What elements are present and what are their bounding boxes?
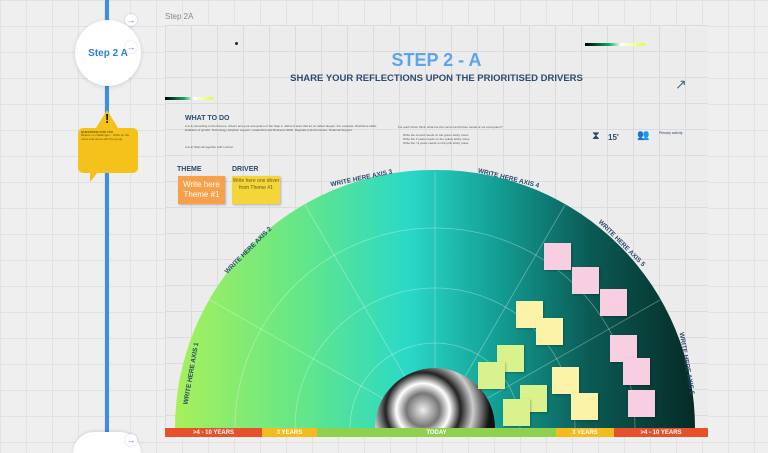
frame-label: Step 2A <box>165 12 194 21</box>
pink-sticky-note[interactable] <box>600 289 627 316</box>
timeline-segment-past-3: 3 YEARS <box>262 428 317 437</box>
step-node[interactable]: Step 2 A <box>75 20 141 86</box>
page-subtitle: SHARE YOUR REFLECTIONS UPON THE PRIORITI… <box>290 73 583 84</box>
arrow-icon[interactable]: → <box>125 41 137 53</box>
timeline-segment-past-far: >4 - 10 YEARS <box>165 428 262 437</box>
yellow-sticky-note[interactable] <box>571 393 598 420</box>
instructions-left-2: 2-A-2) Start all together with 1 driver. <box>185 145 234 149</box>
pink-sticky-note[interactable] <box>628 390 655 417</box>
next-step-node[interactable] <box>73 432 141 453</box>
arrow-icon[interactable]: → <box>125 434 137 446</box>
pink-sticky-note[interactable] <box>572 267 599 294</box>
green-sticky-note[interactable] <box>478 362 505 389</box>
warning-title: QUESTIONS FOR YOU <box>81 130 114 134</box>
instructions-left: 2-A-1) According to the themes, drivers … <box>185 124 377 132</box>
theme-sticky-note[interactable]: Write here Theme #1 <box>178 176 225 204</box>
driver-label: DRIVER <box>232 166 259 173</box>
arrow-icon[interactable]: → <box>125 14 137 26</box>
timeline-line <box>105 0 109 453</box>
exclamation-icon: ! <box>105 111 110 126</box>
gradient-line <box>165 97 213 100</box>
timeline-segment-today: TODAY <box>317 428 556 437</box>
driver-sticky-note[interactable]: Write here one driver from Theme #1 <box>232 176 280 204</box>
timeline-segment-future-3: 3 YEARS <box>556 428 614 437</box>
theme-label: THEME <box>177 166 202 173</box>
warning-text: Reflect on challenges... Write on the no… <box>81 133 130 141</box>
board-frame[interactable]: STEP 2 - A SHARE YOUR REFLECTIONS UPON T… <box>165 25 708 437</box>
page-title: STEP 2 - A <box>391 50 482 70</box>
instruction-bullet: Write the current needs on the green sti… <box>403 133 469 137</box>
what-to-do-heading: WHAT TO DO <box>185 115 230 122</box>
radar-fan <box>175 170 695 428</box>
hourglass-icon: ⧗ <box>592 130 600 142</box>
timeline-segment-future-far: >4 - 10 YEARS <box>614 428 708 437</box>
gradient-line <box>585 43 645 46</box>
warning-icon <box>96 110 118 128</box>
dot-decoration <box>235 42 238 45</box>
group-icon: 👥 <box>637 130 650 141</box>
time-value: 15' <box>608 133 619 142</box>
pink-sticky-note[interactable] <box>544 243 571 270</box>
bubble-tail <box>90 172 98 182</box>
green-sticky-note[interactable] <box>503 399 530 426</box>
warning-bubble[interactable]: QUESTIONS FOR YOU Reflect on challenges.… <box>78 128 138 173</box>
activity-type: Plenary activity <box>659 131 683 135</box>
instruction-bullet: Write the 3 years needs on the yellow st… <box>403 137 470 141</box>
instruction-bullet: Write the >4 years needs on the pink sti… <box>403 141 469 145</box>
expand-arrow-icon[interactable]: ↗ <box>675 76 687 92</box>
yellow-sticky-note[interactable] <box>536 318 563 345</box>
pink-sticky-note[interactable] <box>610 335 637 362</box>
yellow-sticky-note[interactable] <box>552 367 579 394</box>
pink-sticky-note[interactable] <box>623 358 650 385</box>
instructions-right: For each driver think: what are the curr… <box>398 125 503 129</box>
